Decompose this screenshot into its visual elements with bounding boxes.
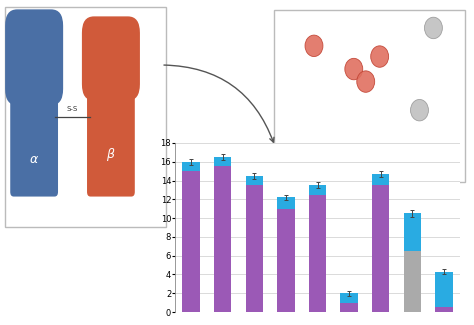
- Bar: [277, 209, 295, 312]
- FancyBboxPatch shape: [87, 94, 135, 197]
- Ellipse shape: [357, 71, 374, 92]
- Bar: [340, 293, 358, 303]
- FancyBboxPatch shape: [82, 16, 140, 101]
- Bar: [404, 251, 421, 312]
- Bar: [277, 198, 295, 209]
- Bar: [309, 195, 326, 312]
- Bar: [214, 157, 231, 166]
- Bar: [246, 176, 263, 185]
- Text: $\alpha$: $\alpha$: [29, 153, 39, 166]
- FancyBboxPatch shape: [5, 9, 63, 105]
- Bar: [435, 307, 453, 312]
- Bar: [182, 171, 200, 312]
- Ellipse shape: [345, 58, 363, 80]
- Bar: [340, 303, 358, 312]
- Ellipse shape: [410, 99, 428, 121]
- Bar: [435, 272, 453, 307]
- Text: S-S: S-S: [67, 106, 78, 112]
- Bar: [182, 162, 200, 171]
- Bar: [404, 214, 421, 251]
- Text: $\beta$: $\beta$: [106, 146, 116, 163]
- Bar: [309, 185, 326, 195]
- Ellipse shape: [305, 35, 323, 57]
- FancyArrowPatch shape: [164, 65, 274, 142]
- FancyBboxPatch shape: [10, 98, 58, 197]
- Bar: [214, 166, 231, 312]
- Ellipse shape: [424, 17, 442, 39]
- Bar: [372, 185, 390, 312]
- Bar: [372, 174, 390, 185]
- Bar: [246, 185, 263, 312]
- Ellipse shape: [371, 46, 389, 67]
